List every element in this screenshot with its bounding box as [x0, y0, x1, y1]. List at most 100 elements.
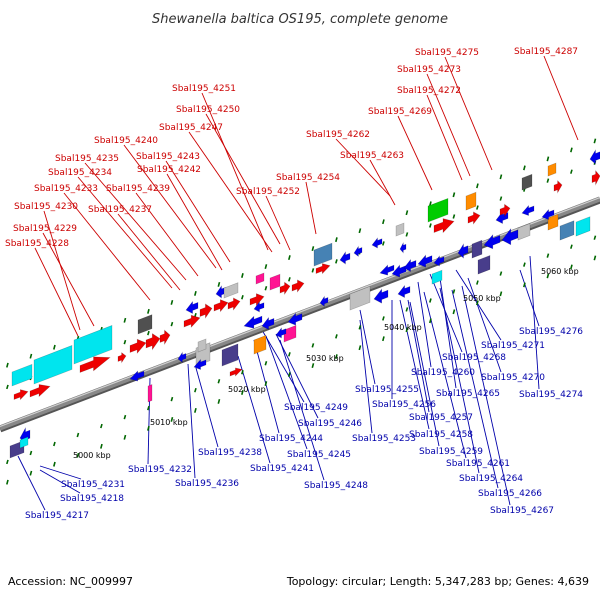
blue-leader-line [451, 289, 499, 489]
gene-label-reverse: Sbal195_4245 [287, 450, 351, 460]
tick-mark [147, 330, 150, 336]
tick-mark [311, 343, 315, 348]
gene-label-forward: Sbal195_4229 [13, 224, 77, 234]
tick-mark [570, 147, 573, 153]
kbp-label: 5050 kbp [463, 294, 501, 303]
reverse-cds-arrow [275, 327, 287, 339]
red-leader-line [43, 210, 81, 331]
gene-label-forward: Sbal195_4251 [172, 84, 236, 94]
tick-mark [100, 423, 103, 429]
gene-feature-box [253, 335, 267, 355]
label-leader-lines [17, 55, 579, 511]
tick-mark [147, 405, 150, 411]
tick-mark [311, 268, 315, 273]
gene-feature-box [517, 223, 531, 241]
gene-feature-box [395, 222, 405, 237]
tick-mark [288, 255, 291, 261]
blue-leader-line [237, 355, 271, 464]
reverse-cds-arrow [261, 316, 275, 331]
blue-leader-line [253, 339, 280, 434]
reverse-cds-arrow [177, 351, 187, 364]
tick-mark [499, 196, 503, 201]
reverse-cds-arrow [521, 204, 535, 217]
gene-feature-box [33, 345, 73, 385]
tick-mark [593, 138, 597, 144]
reverse-cds-arrow [253, 301, 265, 313]
red-leader-line [397, 115, 433, 191]
reverse-cds-arrow [379, 264, 395, 276]
gene-label-reverse: Sbal195_4249 [284, 403, 348, 413]
tick-mark [123, 317, 127, 323]
blue-leader-line [195, 367, 219, 448]
blue-leader-line [461, 285, 511, 506]
gene-feature-box [197, 338, 207, 353]
gene-label-forward: Sbal195_4234 [48, 168, 112, 178]
tick-mark [523, 165, 526, 171]
forward-cds-arrow [433, 218, 455, 234]
reverse-cds-arrow [371, 237, 383, 249]
gene-label-forward: Sbal195_4263 [340, 151, 404, 161]
gene-label-reverse: Sbal195_4241 [250, 464, 314, 474]
blue-leader-line [39, 469, 81, 494]
reverse-cds-arrow [129, 370, 145, 382]
gene-feature-box [431, 269, 443, 285]
tick-mark [335, 259, 338, 264]
tick-mark [499, 291, 503, 297]
tick-mark [429, 201, 432, 207]
gene-label-reverse: Sbal195_4257 [409, 413, 473, 423]
gene-label-reverse: Sbal195_4255 [355, 385, 419, 395]
gene-feature-box [137, 314, 153, 335]
tick-mark [570, 169, 573, 174]
gene-label-forward: Sbal195_4239 [106, 184, 170, 194]
gene-label-reverse: Sbal195_4231 [61, 480, 125, 490]
reverse-cds-arrow [243, 315, 263, 329]
gene-label-forward: Sbal195_4269 [368, 107, 432, 117]
forward-cds-arrow [79, 356, 111, 373]
reverse-cds-arrow [319, 295, 329, 308]
tick-mark [288, 372, 291, 378]
forward-cds-arrow [467, 211, 481, 225]
kbp-label: 5000 kbp [73, 451, 111, 460]
tick-mark [147, 308, 150, 314]
tick-mark [29, 470, 33, 476]
gene-label-forward: Sbal195_4272 [397, 86, 461, 96]
blue-leader-line [529, 255, 540, 390]
reverse-cds-arrow [589, 148, 600, 165]
tick-mark [288, 277, 291, 282]
blue-leader-line [261, 329, 305, 403]
gene-feature-box [255, 272, 265, 285]
tick-mark [241, 273, 244, 278]
reverse-cds-arrow [287, 312, 303, 326]
tick-mark [123, 414, 127, 420]
gene-label-reverse: Sbal195_4267 [490, 506, 554, 516]
gene-feature-box [477, 255, 491, 275]
blue-leader-line [17, 455, 46, 511]
red-leader-line [369, 159, 396, 206]
tick-mark [170, 321, 174, 327]
red-leader-line [84, 162, 187, 281]
tick-mark [217, 399, 221, 404]
tick-mark [6, 384, 9, 390]
gene-label-reverse: Sbal195_4246 [298, 419, 362, 429]
blue-leader-line [359, 309, 376, 385]
tick-mark [335, 334, 338, 339]
gene-label-reverse: Sbal195_4276 [519, 327, 583, 337]
kbp-label: 5060 kbp [541, 267, 579, 276]
red-leader-line [166, 173, 223, 271]
gene-label-reverse: Sbal195_4217 [25, 511, 89, 521]
gene-feature-box [471, 239, 483, 259]
tick-mark [358, 228, 362, 234]
tick-mark [288, 352, 291, 357]
reverse-cds-arrow [457, 242, 469, 259]
gene-label-reverse: Sbal195_4266 [478, 489, 542, 499]
gene-label-forward: Sbal195_4247 [159, 123, 223, 133]
red-leader-line [444, 56, 493, 171]
reverse-cds-arrow [501, 227, 519, 246]
tick-mark [452, 214, 456, 219]
gene-label-forward: Sbal195_4273 [397, 65, 461, 75]
gene-label-reverse: Sbal195_4261 [446, 459, 510, 469]
gene-feature-box [283, 325, 297, 343]
gene-label-forward: Sbal195_4243 [136, 152, 200, 162]
red-leader-line [188, 131, 273, 253]
tick-mark [335, 237, 338, 243]
